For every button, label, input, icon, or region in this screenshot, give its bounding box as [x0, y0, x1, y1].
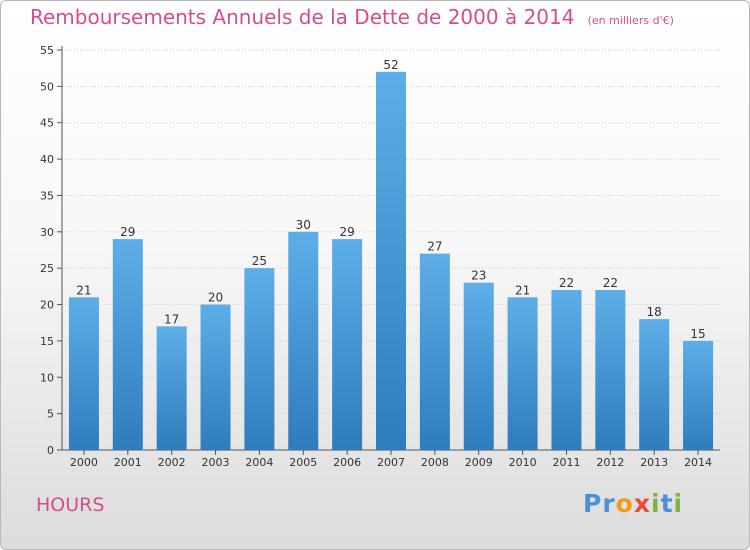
x-tick-label: 2008: [421, 456, 449, 469]
bar: [68, 297, 99, 450]
y-tick-label: 15: [40, 335, 54, 348]
y-tick-label: 0: [47, 444, 54, 457]
x-tick-label: 2012: [596, 456, 624, 469]
value-label: 29: [120, 225, 135, 239]
logo-letter: r: [602, 489, 616, 518]
value-label: 20: [208, 291, 223, 305]
value-label: 21: [515, 283, 530, 297]
y-tick-label: 25: [40, 262, 54, 275]
value-label: 18: [647, 305, 662, 319]
value-label: 29: [339, 225, 354, 239]
x-tick-label: 2007: [377, 456, 405, 469]
y-tick-label: 20: [40, 299, 54, 312]
logo-letter: x: [633, 489, 651, 518]
commune-name: HOURS: [36, 494, 105, 516]
y-tick-label: 10: [40, 371, 54, 384]
bar: [376, 71, 406, 451]
value-label: 22: [559, 276, 574, 290]
logo-letter: i: [651, 489, 661, 518]
y-tick-label: 45: [40, 117, 54, 130]
x-tick-label: 2001: [114, 456, 142, 469]
bar: [683, 340, 714, 450]
bar: [419, 253, 450, 450]
y-tick-label: 50: [40, 80, 54, 93]
value-label: 22: [603, 276, 618, 290]
bar: [332, 239, 363, 450]
x-tick-label: 2005: [289, 456, 317, 469]
y-tick-label: 55: [40, 44, 54, 57]
bar: [507, 297, 538, 450]
x-tick-label: 2003: [202, 456, 230, 469]
x-tick-label: 2014: [684, 456, 712, 469]
value-label: 21: [76, 283, 91, 297]
value-label: 25: [252, 254, 267, 268]
x-tick-label: 2010: [509, 456, 537, 469]
y-tick-label: 30: [40, 226, 54, 239]
bar: [595, 290, 626, 450]
logo-letter: i: [673, 489, 684, 518]
proxiti-logo: Proxiti: [583, 489, 683, 518]
value-label: 52: [383, 58, 398, 72]
unit-note: (en milliers d'€): [587, 14, 674, 27]
logo-letter: o: [615, 489, 634, 518]
bar: [551, 290, 582, 450]
title-row: Remboursements Annuels de la Dette de 20…: [30, 5, 674, 29]
y-tick-label: 35: [40, 189, 54, 202]
chart-title: Remboursements Annuels de la Dette de 20…: [30, 5, 575, 29]
value-label: 17: [164, 312, 179, 326]
x-tick-label: 2011: [552, 456, 580, 469]
logo-letter: P: [583, 489, 603, 518]
y-tick-label: 5: [47, 408, 54, 421]
logo-letter: t: [660, 489, 674, 518]
bar: [288, 231, 319, 450]
bar: [244, 268, 275, 450]
x-tick-label: 2004: [245, 456, 273, 469]
value-label: 15: [690, 327, 705, 341]
value-label: 27: [427, 240, 442, 254]
x-tick-label: 2013: [640, 456, 668, 469]
y-tick-label: 40: [40, 153, 54, 166]
x-tick-label: 2009: [465, 456, 493, 469]
x-tick-label: 2006: [333, 456, 361, 469]
x-tick-label: 2002: [158, 456, 186, 469]
x-tick-label: 2000: [70, 456, 98, 469]
bar: [112, 239, 143, 450]
bar: [200, 304, 231, 450]
bar: [156, 326, 187, 450]
value-label: 30: [296, 218, 311, 232]
bar: [639, 319, 670, 450]
bar: [463, 282, 494, 450]
value-label: 23: [471, 269, 486, 283]
